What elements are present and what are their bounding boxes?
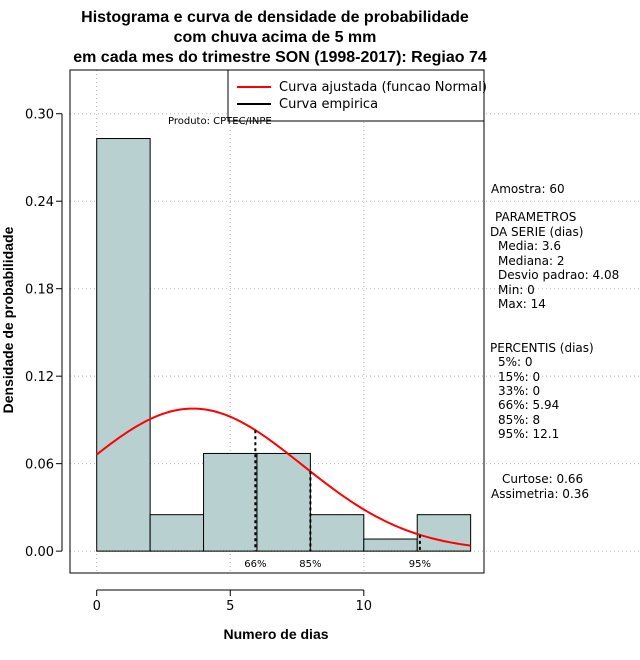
x-tick-label: 10	[356, 599, 373, 614]
percentile-label: 95%	[409, 559, 431, 570]
stat-parametros-title: PARAMETROS	[495, 210, 576, 224]
stat-amostra: Amostra: 60	[491, 182, 565, 196]
stat-assimetria: Assimetria: 0.36	[491, 487, 589, 501]
chart-title-line-3: em cada mes do trimestre SON (1998-2017)…	[73, 49, 487, 66]
stats-panel: Amostra: 60 PARAMETROS DA SERIE (dias) M…	[490, 182, 619, 501]
legend-label-empirical: Curva empirica	[279, 97, 378, 112]
y-tick-label: 0.00	[25, 545, 54, 560]
x-tick-label: 0	[93, 599, 101, 614]
y-tick-label: 0.24	[25, 195, 54, 210]
chart-title-line-1: Histograma e curva de densidade de proba…	[81, 9, 469, 26]
percentile-label: 66%	[244, 559, 266, 570]
histogram-bar	[149, 514, 205, 552]
stat-p66: 66%: 5.94	[498, 398, 559, 412]
bars	[96, 138, 472, 552]
legend: Curva ajustada (funcao Normal) Curva emp…	[227, 69, 487, 122]
legend-box	[227, 69, 485, 122]
y-tick-label: 0.18	[25, 283, 54, 298]
normal-curve-layer	[96, 407, 471, 547]
stat-p5: 5%: 0	[498, 355, 533, 369]
stat-max: Max: 14	[498, 297, 546, 311]
stat-desvio: Desvio padrao: 4.08	[498, 268, 619, 282]
normal-curve	[96, 407, 471, 547]
y-tick-label: 0.06	[25, 458, 54, 473]
histogram-bar	[203, 452, 258, 552]
y-axis-title: Densidade de probabilidade	[0, 226, 16, 413]
histogram-bar	[416, 514, 472, 552]
stat-p15: 15%: 0	[498, 370, 540, 384]
histogram-bar	[256, 452, 311, 552]
stat-min: Min: 0	[498, 283, 535, 297]
axes: 0 5 10 0.00 0.06 0.12 0.18 0.24 0.30	[25, 108, 372, 614]
percentile-label: 85%	[299, 559, 321, 570]
empirical-lines: 66% 85% 95%	[244, 430, 431, 570]
y-tick-label: 0.12	[25, 370, 54, 385]
stat-percentis-title: PERCENTIS (dias)	[490, 341, 594, 355]
chart-title-line-2: com chuva acima de 5 mm	[174, 29, 377, 46]
stat-mediana: Mediana: 2	[498, 254, 565, 268]
histogram-bar	[96, 138, 151, 552]
stat-p95: 95%: 12.1	[498, 427, 559, 441]
legend-label-normal: Curva ajustada (funcao Normal)	[279, 80, 487, 95]
x-axis-title: Numero de dias	[223, 626, 328, 642]
histogram-bar	[309, 514, 365, 552]
stat-media: Media: 3.6	[498, 239, 561, 253]
histogram-bar	[363, 538, 418, 552]
x-tick-label: 5	[226, 599, 234, 614]
product-label: Produto: CPTEC/INPE	[168, 116, 272, 127]
stat-p85: 85%: 8	[498, 413, 540, 427]
stat-parametros-subtitle: DA SERIE (dias)	[490, 225, 583, 239]
stat-p33: 33%: 0	[498, 384, 540, 398]
y-tick-label: 0.30	[25, 108, 54, 123]
stat-curtose: Curtose: 0.66	[502, 472, 583, 486]
